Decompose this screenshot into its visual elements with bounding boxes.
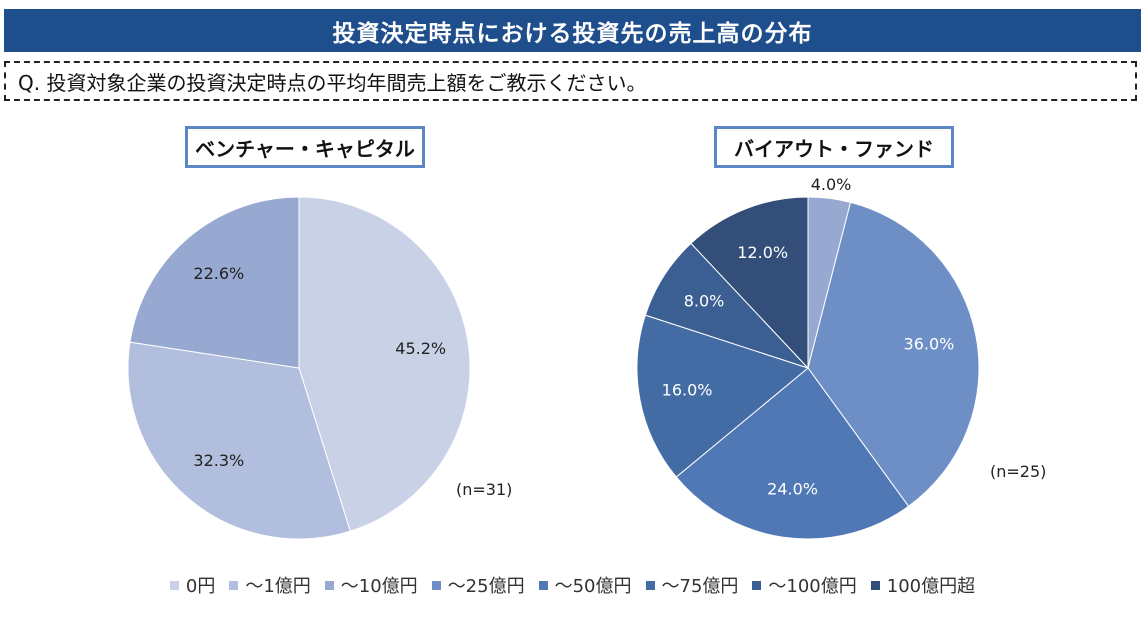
legend-item: 0円	[169, 572, 216, 598]
legend-label: 100億円超	[886, 576, 976, 597]
pie-slice	[675, 367, 910, 540]
legend-label: ～10億円	[340, 576, 418, 597]
legend-label: ～25億円	[447, 576, 525, 597]
legend-swatch	[431, 580, 441, 590]
sample-size-venture-capital: (n=31)	[456, 480, 513, 499]
legend-swatch	[870, 580, 880, 590]
legend-swatch	[229, 580, 239, 590]
legend-item: ～100億円	[752, 572, 857, 598]
data-label: 24.0%	[767, 480, 818, 499]
legend-swatch	[752, 580, 762, 590]
legend-item: ～1億円	[229, 572, 311, 598]
data-label: 32.3%	[193, 451, 244, 470]
question-text: Q. 投資対象企業の投資決定時点の平均年間売上額をご教示ください。	[18, 70, 647, 95]
pie-slice	[127, 341, 351, 540]
legend-swatch	[645, 580, 655, 590]
legend-item: ～50億円	[538, 572, 632, 598]
legend-item: ～75億円	[645, 572, 739, 598]
legend-swatch	[324, 580, 334, 590]
chart-legend: 0円 ～1億円 ～10億円 ～25億円 ～50億円 ～75億円 ～100億円 100億円超	[0, 572, 1145, 598]
legend-label: ～75億円	[661, 576, 739, 597]
legend-label: ～50億円	[554, 576, 632, 597]
legend-swatch	[538, 580, 548, 590]
pie-slice	[807, 201, 980, 508]
legend-swatch	[169, 580, 179, 590]
data-label: 45.2%	[395, 339, 446, 358]
sample-size-buyout-fund: (n=25)	[990, 462, 1047, 481]
page-title: 投資決定時点における投資先の売上高の分布	[4, 9, 1141, 52]
question-box: Q. 投資対象企業の投資決定時点の平均年間売上額をご教示ください。	[4, 61, 1137, 101]
data-label: 8.0%	[684, 292, 725, 311]
chart-title-venture-capital: ベンチャー・キャピタル	[185, 126, 425, 168]
legend-item: ～25億円	[431, 572, 525, 598]
legend-label: 0円	[185, 576, 216, 597]
legend-item: 100億円超	[870, 572, 976, 598]
pie-slice	[298, 196, 471, 532]
pie-slice	[690, 196, 809, 370]
data-label: 36.0%	[904, 334, 955, 353]
pie-slice	[129, 196, 300, 369]
legend-item: ～10億円	[324, 572, 418, 598]
chart-title-buyout-fund: バイアウト・ファンド	[714, 126, 954, 168]
pie-slice	[636, 314, 810, 478]
legend-label: ～100億円	[768, 576, 857, 597]
data-label: 4.0%	[811, 175, 852, 194]
legend-label: ～1億円	[245, 576, 311, 597]
data-label: 16.0%	[662, 381, 713, 400]
data-label: 12.0%	[737, 243, 788, 262]
data-label: 22.6%	[193, 264, 244, 283]
